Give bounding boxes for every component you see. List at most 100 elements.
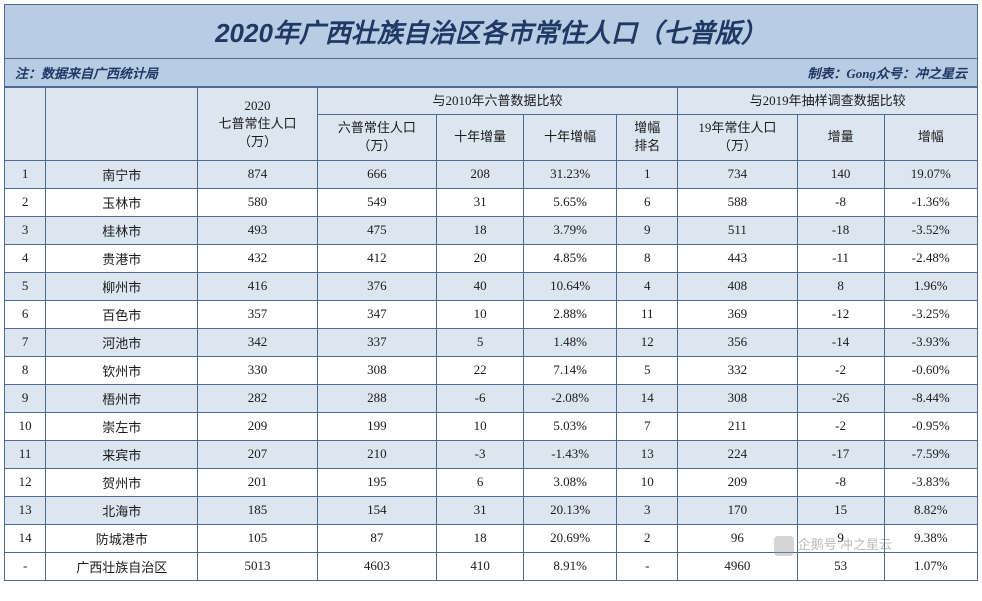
cell-pop2020: 282 [198,384,317,412]
cell-city: 崇左市 [46,412,198,440]
th-pct10: 十年增幅 [524,115,617,160]
cell-pct19: -0.95% [884,412,978,440]
th-inc10: 十年增量 [437,115,524,160]
cell-inc10: -6 [437,384,524,412]
cell-pop2010: 87 [317,524,436,552]
cell-pop2019: 332 [678,356,797,384]
th-pct19: 增幅 [884,115,978,160]
cell-pop2010: 210 [317,440,436,468]
cell-city: 南宁市 [46,160,198,188]
cell-city: 贺州市 [46,468,198,496]
cell-pct10: 3.08% [524,468,617,496]
th-pop2010: 六普常住人口 （万） [317,115,436,160]
cell-inc19: -18 [797,216,884,244]
cell-inc10: 6 [437,468,524,496]
cell-pop2020: 209 [198,412,317,440]
cell-pct10: -2.08% [524,384,617,412]
cell-pop2010: 337 [317,328,436,356]
cell-pct19: -3.93% [884,328,978,356]
cell-pct19: 19.07% [884,160,978,188]
cell-inc10: 410 [437,552,524,580]
table-row: 7河池市34233751.48%12356-14-3.93% [5,328,978,356]
table-row: 1南宁市87466620831.23%173414019.07% [5,160,978,188]
cell-pop2019: 443 [678,244,797,272]
cell-rank10: 5 [617,356,678,384]
cell-pop2019: 170 [678,496,797,524]
cell-pop2020: 874 [198,160,317,188]
cell-rank: 11 [5,440,46,468]
cell-city: 防城港市 [46,524,198,552]
cell-pop2010: 308 [317,356,436,384]
cell-pct19: -2.48% [884,244,978,272]
cell-pct19: 1.07% [884,552,978,580]
cell-rank10: 14 [617,384,678,412]
cell-pop2010: 195 [317,468,436,496]
cell-inc10: 10 [437,300,524,328]
cell-pct19: 9.38% [884,524,978,552]
cell-pct10: 31.23% [524,160,617,188]
cell-rank: 3 [5,216,46,244]
cell-inc19: 9 [797,524,884,552]
cell-rank10: 9 [617,216,678,244]
cell-pop2019: 356 [678,328,797,356]
table-row: 5柳州市4163764010.64%440881.96% [5,272,978,300]
th-pop2019: 19年常住人口 （万） [678,115,797,160]
cell-pct19: -1.36% [884,188,978,216]
th-pop2020: 2020 七普常住人口 （万） [198,88,317,161]
cell-inc19: -14 [797,328,884,356]
table-row: 2玉林市580549315.65%6588-8-1.36% [5,188,978,216]
table-row: 9梧州市282288-6-2.08%14308-26-8.44% [5,384,978,412]
cell-inc10: 208 [437,160,524,188]
cell-rank: 10 [5,412,46,440]
cell-inc10: 22 [437,356,524,384]
th-city [46,88,198,161]
cell-inc19: -2 [797,356,884,384]
cell-rank10: 6 [617,188,678,216]
cell-rank10: 1 [617,160,678,188]
table-row: 6百色市357347102.88%11369-12-3.25% [5,300,978,328]
cell-pop2010: 666 [317,160,436,188]
cell-inc19: -11 [797,244,884,272]
source-note: 注：数据来自广西统计局 [15,63,158,82]
cell-pop2019: 408 [678,272,797,300]
table-row: 8钦州市330308227.14%5332-2-0.60% [5,356,978,384]
cell-rank10: 13 [617,440,678,468]
cell-pct10: 20.69% [524,524,617,552]
cell-rank: 12 [5,468,46,496]
cell-city: 梧州市 [46,384,198,412]
cell-rank: 6 [5,300,46,328]
cell-pop2019: 369 [678,300,797,328]
cell-rank: 1 [5,160,46,188]
cell-pct10: 5.65% [524,188,617,216]
cell-inc19: -17 [797,440,884,468]
cell-pop2010: 154 [317,496,436,524]
th-rank [5,88,46,161]
table-row: 11来宾市207210-3-1.43%13224-17-7.59% [5,440,978,468]
cell-inc10: 10 [437,412,524,440]
cell-inc10: 31 [437,496,524,524]
author-note: 制表：Gong众号：冲之星云 [807,63,967,82]
cell-pop2019: 511 [678,216,797,244]
cell-rank: 8 [5,356,46,384]
cell-inc19: -2 [797,412,884,440]
cell-rank10: 11 [617,300,678,328]
cell-city: 来宾市 [46,440,198,468]
cell-pct10: 8.91% [524,552,617,580]
cell-inc10: 31 [437,188,524,216]
cell-pct10: 5.03% [524,412,617,440]
cell-pop2019: 224 [678,440,797,468]
population-table: 2020 七普常住人口 （万） 与2010年六普数据比较 与2019年抽样调查数… [4,87,978,581]
cell-pop2010: 199 [317,412,436,440]
cell-pct10: 3.79% [524,216,617,244]
cell-rank: 13 [5,496,46,524]
cell-pop2010: 288 [317,384,436,412]
cell-inc10: 40 [437,272,524,300]
cell-pop2020: 330 [198,356,317,384]
cell-pop2020: 201 [198,468,317,496]
cell-pop2020: 432 [198,244,317,272]
cell-rank10: 8 [617,244,678,272]
cell-pct10: 1.48% [524,328,617,356]
cell-pct19: -8.44% [884,384,978,412]
cell-pop2020: 207 [198,440,317,468]
cell-rank: 9 [5,384,46,412]
